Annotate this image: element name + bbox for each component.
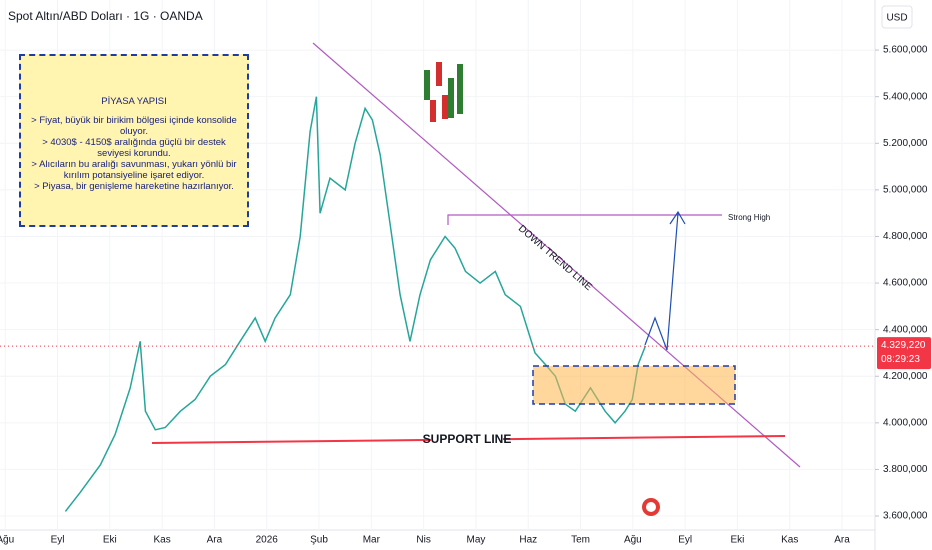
x-tick-label: Ağu [0, 535, 14, 546]
note-line: > Piyasa, bir genişleme hareketine hazır… [34, 181, 234, 192]
x-tick-label: Haz [519, 535, 537, 546]
price-tag [877, 337, 931, 370]
y-tick-label: 5.600,000 [883, 45, 928, 56]
arrow-head [669, 210, 686, 225]
x-tick-label: Ağu [624, 535, 642, 546]
x-tick-label: Kas [781, 535, 798, 546]
y-tick-label: 4.400,000 [883, 324, 928, 335]
y-tick-label: 4.800,000 [883, 231, 928, 242]
currency-button[interactable] [881, 5, 913, 29]
bull-icon [424, 62, 463, 122]
x-tick-label: 2026 [256, 535, 279, 546]
note-box: PİYASA YAPISI > Fiyat, büyük bir birikim… [19, 54, 249, 227]
x-tick-label: Tem [571, 535, 590, 546]
x-tick-label: Şub [310, 535, 328, 546]
y-tick-label: 5.400,000 [883, 91, 928, 102]
y-tick-label: 4.600,000 [883, 278, 928, 289]
x-tick-label: Eyl [51, 535, 65, 546]
label-bg [431, 432, 503, 448]
chart-title: Spot Altın/ABD Doları · 1G · OANDA [8, 9, 203, 23]
high-label: Strong High [728, 213, 770, 222]
note-line: > 4030$ - 4150$ aralığında güçlü bir des… [42, 137, 226, 159]
projection-arrow [644, 212, 679, 351]
y-tick-label: 3.800,000 [883, 464, 928, 475]
currency-label: USD [886, 13, 907, 24]
x-tick-label: Mar [363, 535, 381, 546]
countdown-label: 08:29:23 [881, 354, 920, 365]
y-tick-label: 3.600,000 [883, 511, 928, 522]
x-tick-label: May [466, 535, 485, 546]
price-tag-label: 4.329,220 [881, 340, 926, 351]
y-tick-label: 4.000,000 [883, 417, 928, 428]
y-tick-label: 4.200,000 [883, 371, 928, 382]
support-label: SUPPORT LINE [423, 432, 512, 446]
y-tick-label: 5.000,000 [883, 185, 928, 196]
x-tick-label: Ara [834, 535, 850, 546]
x-tick-label: Eki [103, 535, 117, 546]
x-tick-label: Ara [207, 535, 223, 546]
note-title: PİYASA YAPISI [101, 96, 167, 107]
strong-high-line [447, 214, 722, 225]
x-tick-label: Eyl [678, 535, 692, 546]
x-tick-label: Kas [154, 535, 171, 546]
demand-zone [532, 365, 736, 405]
x-tick-label: Nis [416, 535, 430, 546]
note-line: > Alıcıların bu aralığı savunması, yukar… [31, 159, 237, 181]
event-icon [642, 498, 660, 516]
note-line: > Fiyat, büyük bir birikim bölgesi içind… [31, 115, 237, 137]
y-tick-label: 5.200,000 [883, 138, 928, 149]
x-tick-label: Eki [730, 535, 744, 546]
